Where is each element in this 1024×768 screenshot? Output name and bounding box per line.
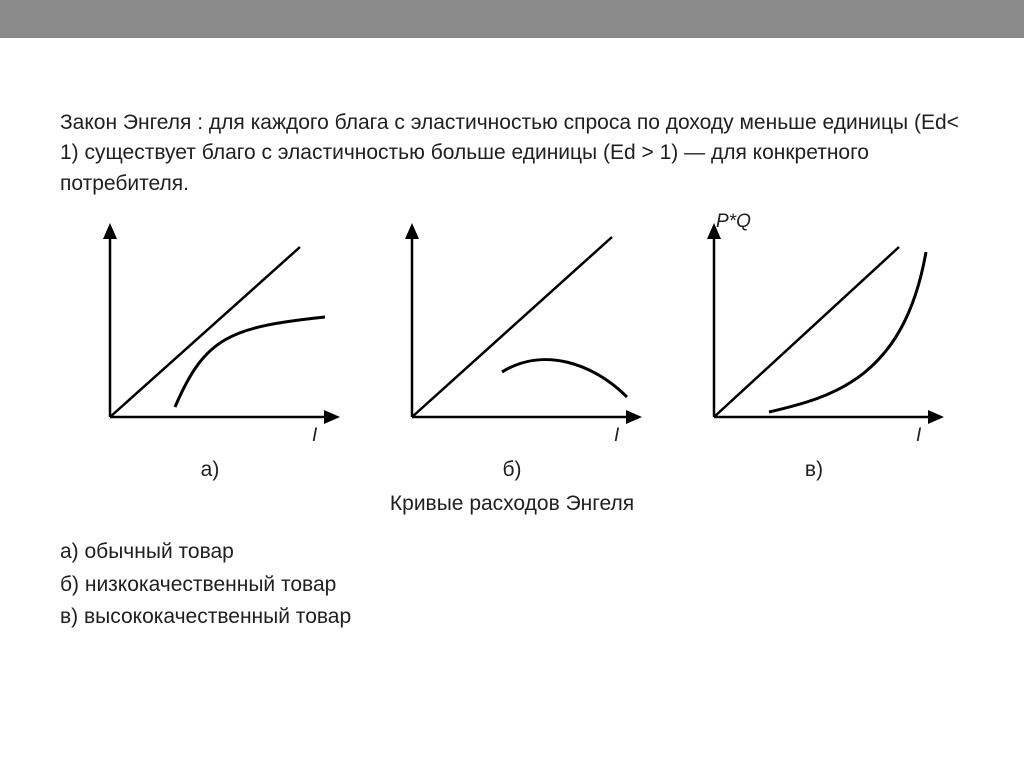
chart-a-sublabel: а): [60, 458, 360, 482]
chart-v-y-label: P*Q: [716, 211, 751, 233]
charts-row: I а) I б) P*Q: [60, 217, 964, 482]
chart-svg-v: [674, 217, 954, 447]
chart-v-diagonal: [714, 247, 899, 417]
chart-panel-a: I а): [60, 217, 360, 482]
chart-v-x-label: I: [916, 425, 921, 447]
chart-b-x-label: I: [614, 425, 619, 447]
chart-panel-b: I б): [362, 217, 662, 482]
legend-item-b: б) низкокачественный товар: [60, 569, 964, 602]
chart-panel-v: P*Q I в): [664, 217, 964, 482]
chart-b-diagonal: [412, 237, 612, 417]
slide-content: Закон Энгеля : для каждого блага с эласт…: [0, 38, 1024, 634]
chart-b-sublabel: б): [362, 458, 662, 482]
law-paragraph: Закон Энгеля : для каждого блага с эласт…: [60, 108, 964, 199]
legend-item-a: а) обычный товар: [60, 536, 964, 569]
chart-a-curve: [175, 317, 325, 407]
chart-a-x-label: I: [312, 425, 317, 447]
legend-block: а) обычный товар б) низкокачественный то…: [60, 536, 964, 634]
chart-v-sublabel: в): [664, 458, 964, 482]
chart-a-diagonal: [110, 247, 300, 417]
chart-svg-a: [70, 217, 350, 447]
chart-v-curve: [769, 252, 926, 412]
chart-svg-b: [372, 217, 652, 447]
legend-item-v: в) высококачественный товар: [60, 601, 964, 634]
charts-caption: Кривые расходов Энгеля: [60, 492, 964, 516]
slide-top-bar: [0, 0, 1024, 38]
chart-b-curve: [502, 360, 627, 397]
